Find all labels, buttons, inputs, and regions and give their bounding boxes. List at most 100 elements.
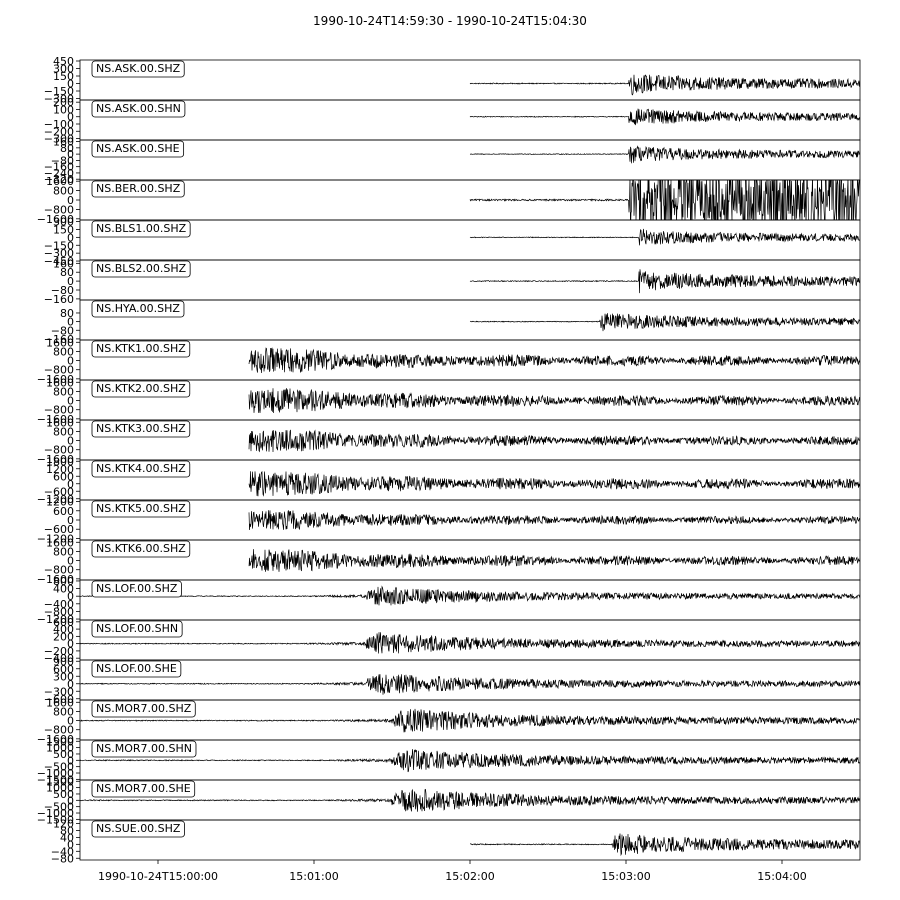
panel-frame (79, 659, 861, 701)
waveform-trace (248, 549, 860, 572)
y-tick-label: 1600 (46, 536, 74, 549)
y-tick-label: −240 (44, 167, 74, 180)
trace-label: NS.LOF.00.SHZ (96, 582, 178, 595)
y-tick-label: 600 (53, 470, 74, 483)
trace-label-box (91, 140, 185, 158)
y-tick-label: −80 (51, 852, 74, 865)
y-tick-label: 0 (67, 794, 74, 807)
y-tick-label: 160 (53, 257, 74, 270)
y-tick-label: 300 (53, 670, 74, 683)
y-tick-label: −80 (51, 154, 74, 167)
trace-label-box (91, 700, 196, 718)
waveform-trace (80, 632, 860, 654)
time-axis: 1990-10-24T15:00:00 15:01:00 15:02:00 15:03… (98, 860, 807, 883)
y-tick-label: 80 (60, 142, 74, 155)
panel-frame (79, 139, 861, 181)
y-tick-label: 300 (53, 63, 74, 76)
y-tick-label: −150 (44, 239, 74, 252)
trace-label: NS.MOR7.00.SHE (96, 782, 191, 795)
y-tick-label: 450 (53, 55, 74, 68)
y-tick-label: 0 (67, 638, 74, 651)
y-tick-label: −1600 (37, 413, 74, 426)
y-tick-label: −300 (44, 685, 74, 698)
x-tick-label: 15:01:00 (289, 870, 338, 883)
y-tick-label: −1500 (37, 813, 74, 826)
y-tick-label: −300 (44, 133, 74, 146)
trace-label: NS.HYA.00.SHZ (96, 302, 180, 315)
panel-frame (79, 299, 861, 341)
y-tick-label: 300 (53, 216, 74, 229)
y-tick-label: −1600 (37, 213, 74, 226)
y-tick-label: −1200 (37, 493, 74, 506)
y-tick-label: 600 (53, 616, 74, 629)
y-tick-label: −800 (44, 444, 74, 457)
y-tick-label: 0 (67, 194, 74, 207)
y-tick-label: 900 (53, 655, 74, 668)
trace-panels: 4503001500−150−300NS.ASK.00.SHZ2001000−1… (37, 55, 861, 865)
waveform-trace (469, 180, 860, 220)
trace-label-box (91, 540, 191, 558)
y-tick-label: 0 (67, 555, 74, 568)
panel-frame (79, 459, 861, 501)
y-tick-label: 40 (60, 831, 74, 844)
y-tick-label: 1600 (46, 696, 74, 709)
trace-label-box (91, 380, 191, 398)
y-tick-label: −1600 (37, 373, 74, 386)
x-tick-label: 15:04:00 (757, 870, 806, 883)
panel-frame (79, 259, 861, 301)
y-tick-label: 1500 (46, 735, 74, 748)
trace-label-box (91, 100, 186, 118)
y-tick-label: −200 (44, 125, 74, 138)
y-tick-label: 0 (67, 395, 74, 408)
waveform-trace (80, 585, 860, 606)
y-tick-label: 150 (53, 70, 74, 83)
y-tick-label: −1000 (37, 807, 74, 820)
y-tick-label: 500 (53, 788, 74, 801)
waveform-trace (248, 347, 860, 374)
y-tick-label: 0 (67, 355, 74, 368)
y-tick-label: 800 (53, 575, 74, 588)
trace-label-box (91, 780, 196, 798)
y-tick-label: 1500 (46, 775, 74, 788)
y-tick-label: −160 (44, 161, 74, 174)
y-tick-label: −400 (44, 652, 74, 665)
y-tick-label: 0 (67, 111, 74, 124)
trace-label-box (91, 300, 185, 318)
y-tick-label: 0 (67, 478, 74, 491)
y-tick-label: 0 (67, 754, 74, 767)
y-tick-label: 160 (53, 136, 74, 149)
y-tick-label: −500 (44, 801, 74, 814)
waveform-trace (80, 674, 860, 695)
y-tick-label: 0 (67, 148, 74, 161)
waveform-trace (469, 74, 860, 96)
trace-label: NS.ASK.00.SHN (96, 102, 181, 115)
y-tick-label: 0 (67, 678, 74, 691)
y-tick-label: 100 (53, 103, 74, 116)
figure-title: 1990-10-24T14:59:30 - 1990-10-24T15:04:3… (313, 14, 587, 28)
y-tick-label: 800 (53, 705, 74, 718)
y-tick-label: −100 (44, 118, 74, 131)
trace-label: NS.ASK.00.SHE (96, 142, 180, 155)
y-tick-label: 1800 (46, 455, 74, 468)
y-tick-label: 80 (60, 824, 74, 837)
trace-label-box (91, 500, 191, 518)
y-tick-label: −500 (44, 761, 74, 774)
y-tick-label: −160 (44, 293, 74, 306)
waveform-trace (248, 429, 860, 453)
y-tick-label: 1600 (46, 416, 74, 429)
y-tick-label: −1600 (37, 733, 74, 746)
trace-label-box (91, 820, 185, 838)
waveform-trace (80, 788, 860, 812)
trace-label-box (91, 740, 197, 758)
y-tick-label: 0 (67, 715, 74, 728)
trace-label-box (91, 620, 183, 638)
